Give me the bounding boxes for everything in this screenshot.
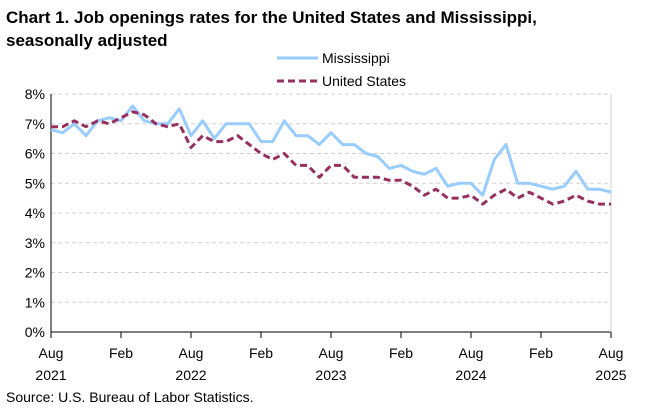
source-note: Source: U.S. Bureau of Labor Statistics. bbox=[6, 389, 254, 405]
x-tick-year: 2022 bbox=[175, 367, 206, 383]
x-tick-month: Aug bbox=[599, 345, 624, 361]
x-tick-month: Feb bbox=[529, 345, 553, 361]
x-tick-year: 2023 bbox=[315, 367, 346, 383]
x-tick-year: 2024 bbox=[455, 367, 486, 383]
y-tick-label: 0% bbox=[25, 324, 45, 340]
y-tick-label: 2% bbox=[25, 265, 45, 281]
series-line-mississippi bbox=[50, 104, 612, 197]
y-tick-label: 6% bbox=[25, 146, 45, 162]
series-line-united-states bbox=[51, 110, 611, 206]
y-tick-label: 7% bbox=[25, 116, 45, 132]
x-tick-year: 2025 bbox=[595, 367, 626, 383]
legend-label: United States bbox=[322, 73, 406, 89]
x-tick-month: Feb bbox=[249, 345, 273, 361]
y-tick-label: 8% bbox=[25, 86, 45, 102]
x-tick-month: Feb bbox=[389, 345, 413, 361]
x-tick-month: Aug bbox=[179, 345, 204, 361]
y-tick-label: 5% bbox=[25, 175, 45, 191]
y-tick-label: 4% bbox=[25, 205, 45, 221]
x-tick-month: Aug bbox=[319, 345, 344, 361]
y-tick-label: 1% bbox=[25, 294, 45, 310]
chart-title: Chart 1. Job openings rates for the Unit… bbox=[6, 8, 537, 50]
y-tick-label: 3% bbox=[25, 235, 45, 251]
x-tick-month: Feb bbox=[109, 345, 133, 361]
legend-label: Mississippi bbox=[322, 50, 390, 66]
x-tick-year: 2021 bbox=[35, 367, 66, 383]
x-tick-month: Aug bbox=[39, 345, 64, 361]
x-tick-month: Aug bbox=[459, 345, 484, 361]
